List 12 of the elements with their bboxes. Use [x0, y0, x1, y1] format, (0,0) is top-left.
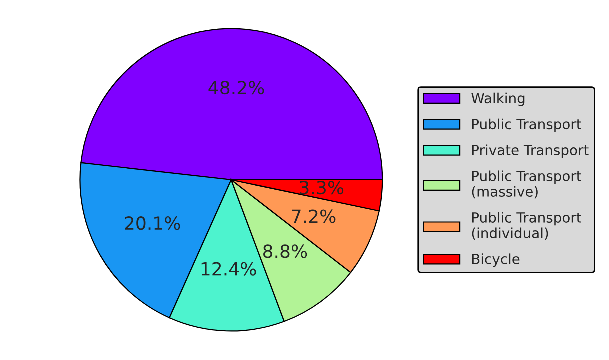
- legend-label: Bicycle: [472, 254, 520, 268]
- data-label: 20.1%: [125, 216, 180, 230]
- data-label: 3.3%: [300, 180, 344, 195]
- legend-label: Public Transport (massive): [472, 170, 582, 199]
- data-label: 7.2%: [292, 210, 336, 224]
- legend-label: Public Transport (individual): [472, 212, 582, 240]
- legend-label: Walking: [472, 92, 525, 106]
- legend-label: Public Transport: [472, 118, 582, 132]
- data-label: 8.8%: [263, 244, 308, 258]
- data-label: 48.2%: [208, 81, 264, 95]
- legend-label: Private Transport: [472, 144, 589, 158]
- data-label: 12.4%: [202, 262, 256, 276]
